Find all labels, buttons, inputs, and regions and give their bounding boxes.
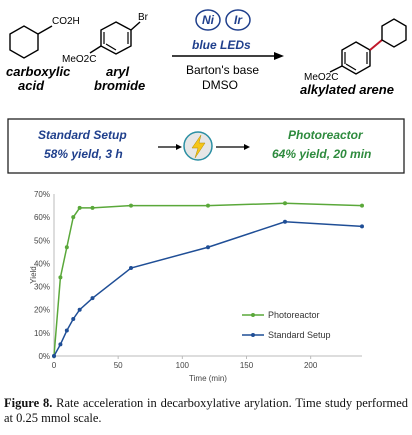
data-point (360, 224, 364, 229)
data-point (77, 307, 82, 312)
legend-marker-0 (251, 313, 255, 317)
y-tick-label: 0% (38, 352, 50, 361)
co2h-group: CO2H (52, 16, 80, 27)
caption-text: Rate acceleration in decarboxylative ary… (4, 396, 409, 425)
data-point (129, 266, 133, 271)
y-tick-label: 50% (34, 236, 50, 245)
reactant2-label-line1: aryl (106, 64, 130, 79)
x-tick-label: 200 (304, 361, 318, 370)
y-tick-label: 20% (34, 306, 50, 315)
comparison-box (7, 118, 405, 174)
data-point (77, 205, 82, 210)
data-point (58, 342, 63, 347)
data-point (90, 296, 95, 301)
data-point (129, 203, 133, 208)
svg-text:MeO2C: MeO2C (304, 72, 338, 83)
lightning-bolt-icon (183, 131, 213, 161)
data-point (58, 275, 63, 280)
series-line-1 (53, 221, 363, 357)
legend-marker-1 (251, 333, 255, 337)
x-tick-label: 50 (114, 361, 123, 370)
standard-setup-title: Standard Setup (38, 128, 127, 142)
meo2c-group: MeO2C (62, 54, 96, 65)
solvent-label: DMSO (202, 78, 238, 92)
svg-text:Ni: Ni (202, 13, 215, 27)
x-tick-label: 150 (240, 361, 254, 370)
data-point (206, 245, 210, 250)
catalyst-ir-badge: Ir (225, 9, 251, 31)
x-tick-label: 100 (176, 361, 190, 370)
legend-label-0: Photoreactor (268, 310, 320, 320)
br-group: Br (138, 12, 149, 23)
photoreactor-result: 64% yield, 20 min (272, 147, 371, 161)
y-tick-label: 40% (34, 259, 50, 268)
catalyst-ni-badge: Ni (195, 9, 221, 31)
photoreactor-title: Photoreactor (288, 128, 364, 142)
x-axis-label: Time (min) (189, 374, 227, 383)
aryl-bromide-structure: Br MeO2C (62, 12, 149, 65)
y-tick-label: 10% (34, 329, 50, 338)
figure-canvas: CO2H carboxylic acid Br MeO2C aryl bromi… (6, 9, 407, 383)
standard-setup-result: 58% yield, 3 h (44, 147, 123, 161)
y-tick-label: 30% (34, 283, 50, 292)
data-point (71, 316, 76, 321)
light-source-label: blue LEDs (192, 38, 251, 52)
product-structure: MeO2C (304, 18, 407, 83)
svg-text:Ir: Ir (234, 13, 243, 27)
data-point (283, 201, 287, 206)
data-point (283, 219, 287, 224)
data-point (90, 205, 95, 210)
series-line-0 (53, 202, 363, 357)
yield-vs-time-chart: 0% 10% 20% 30% 40% 50% 60% 70% 0 50 100 150 200 Time … (29, 190, 364, 383)
carboxylic-acid-structure: CO2H (9, 16, 80, 59)
x-tick-label: 0 (52, 361, 57, 370)
y-tick-label: 70% (34, 190, 50, 199)
reactant1-label-line1: carboxylic (6, 64, 71, 79)
y-tick-label: 60% (34, 213, 50, 222)
data-point (52, 354, 56, 358)
data-point (64, 328, 69, 333)
base-label: Barton's base (186, 63, 259, 77)
y-axis-label: Yield (29, 266, 38, 284)
data-point (360, 203, 364, 208)
figure-label: Figure 8. (4, 396, 53, 410)
reactant2-label-line2: bromide (94, 78, 145, 93)
data-point (64, 245, 69, 250)
data-point (71, 215, 76, 220)
legend-label-1: Standard Setup (268, 330, 331, 340)
figure-caption: Figure 8. Rate acceleration in decarboxy… (4, 396, 408, 426)
reactant1-label-line2: acid (18, 78, 45, 93)
data-point (206, 203, 210, 208)
product-label: alkylated arene (300, 82, 394, 97)
